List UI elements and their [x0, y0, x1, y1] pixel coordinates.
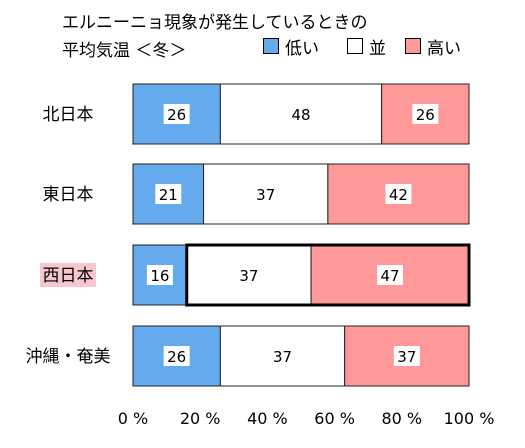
value-label-bg-high-2: [377, 265, 404, 285]
category-label-2: 西日本: [43, 266, 94, 286]
x-tick-label-1: 20 %: [180, 409, 221, 428]
value-label-bg-low-1: [155, 184, 182, 204]
category-label-0: 北日本: [43, 105, 94, 125]
value-label-low-2: 16: [150, 267, 169, 285]
category-label-3: 沖縄・奄美: [26, 347, 111, 367]
value-label-bg-normal-0: [288, 104, 314, 124]
legend-item-high: 高い: [405, 36, 461, 59]
bar-high-1: [327, 163, 470, 225]
x-tick-label-4: 80 %: [381, 409, 422, 428]
value-label-low-1: 21: [159, 186, 178, 204]
legend-item-low: 低い: [263, 36, 319, 59]
value-label-normal-3: 37: [273, 348, 292, 366]
x-tick-label-5: 100 %: [444, 409, 495, 428]
value-label-bg-high-0: [412, 104, 439, 124]
value-label-bg-normal-2: [235, 265, 262, 285]
x-tick-label-3: 60 %: [314, 409, 355, 428]
highlight-frame-2: [185, 243, 471, 307]
legend-label-normal: 並: [369, 38, 386, 59]
value-label-bg-high-3: [393, 346, 420, 366]
category-highlight-bg-2: [40, 263, 96, 287]
value-label-high-1: 42: [389, 186, 408, 204]
value-label-bg-high-1: [385, 184, 412, 204]
legend-label-low: 低い: [285, 38, 319, 59]
value-label-bg-normal-1: [252, 184, 279, 204]
legend-swatch-low: [263, 38, 279, 54]
value-label-high-3: 37: [397, 348, 416, 366]
x-tick-label-2: 40 %: [247, 409, 288, 428]
legend-label-high: 高い: [427, 38, 461, 59]
value-label-low-0: 26: [167, 106, 186, 124]
chart-title-line-1: エルニーニョ現象が発生しているときの: [62, 13, 368, 33]
value-label-low-3: 26: [167, 348, 186, 366]
legend-swatch-normal: [347, 38, 363, 54]
legend-item-normal: 並: [347, 36, 386, 59]
value-label-high-2: 47: [380, 267, 399, 285]
value-label-bg-low-0: [163, 104, 190, 124]
value-label-normal-0: 48: [291, 106, 310, 124]
x-tick-label-0: 0 %: [118, 409, 148, 428]
value-label-bg-low-3: [163, 346, 190, 366]
value-label-normal-1: 37: [256, 186, 275, 204]
category-label-1: 東日本: [43, 185, 94, 205]
value-label-high-0: 26: [416, 106, 435, 124]
value-label-normal-2: 37: [239, 267, 258, 285]
chart-title-line-2: 平均気温 ＜冬＞: [62, 41, 187, 61]
value-label-bg-normal-3: [269, 346, 296, 366]
legend-swatch-high: [405, 38, 421, 54]
value-label-bg-low-2: [146, 265, 173, 285]
